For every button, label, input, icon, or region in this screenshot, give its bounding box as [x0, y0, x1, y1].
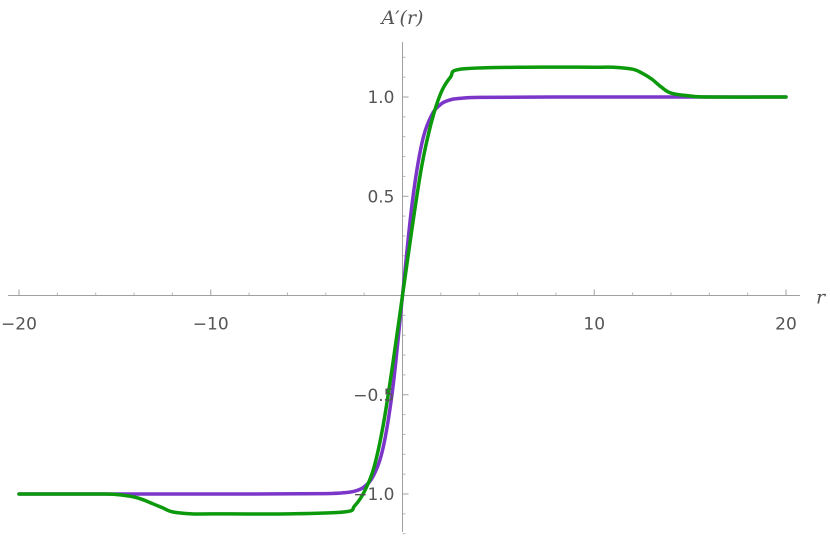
series-line-2 — [17, 65, 788, 516]
x-tick-label: −10 — [193, 315, 229, 335]
tick-labels: −20 −10 10 20 −1.0 −0.5 0.5 1.0 — [1, 88, 797, 505]
x-axis-label: r — [816, 287, 827, 309]
x-tick-label: −20 — [1, 315, 37, 335]
y-tick-label: 0.5 — [367, 187, 394, 207]
y-axis-label: A′(r) — [380, 7, 424, 29]
x-tick-label: 10 — [583, 315, 605, 335]
y-tick-label: −1.0 — [353, 485, 394, 505]
series-layer — [17, 65, 788, 516]
y-tick-label: −0.5 — [353, 386, 394, 406]
major-ticks — [18, 96, 787, 495]
x-tick-label: 20 — [775, 315, 797, 335]
y-tick-label: 1.0 — [367, 88, 394, 108]
